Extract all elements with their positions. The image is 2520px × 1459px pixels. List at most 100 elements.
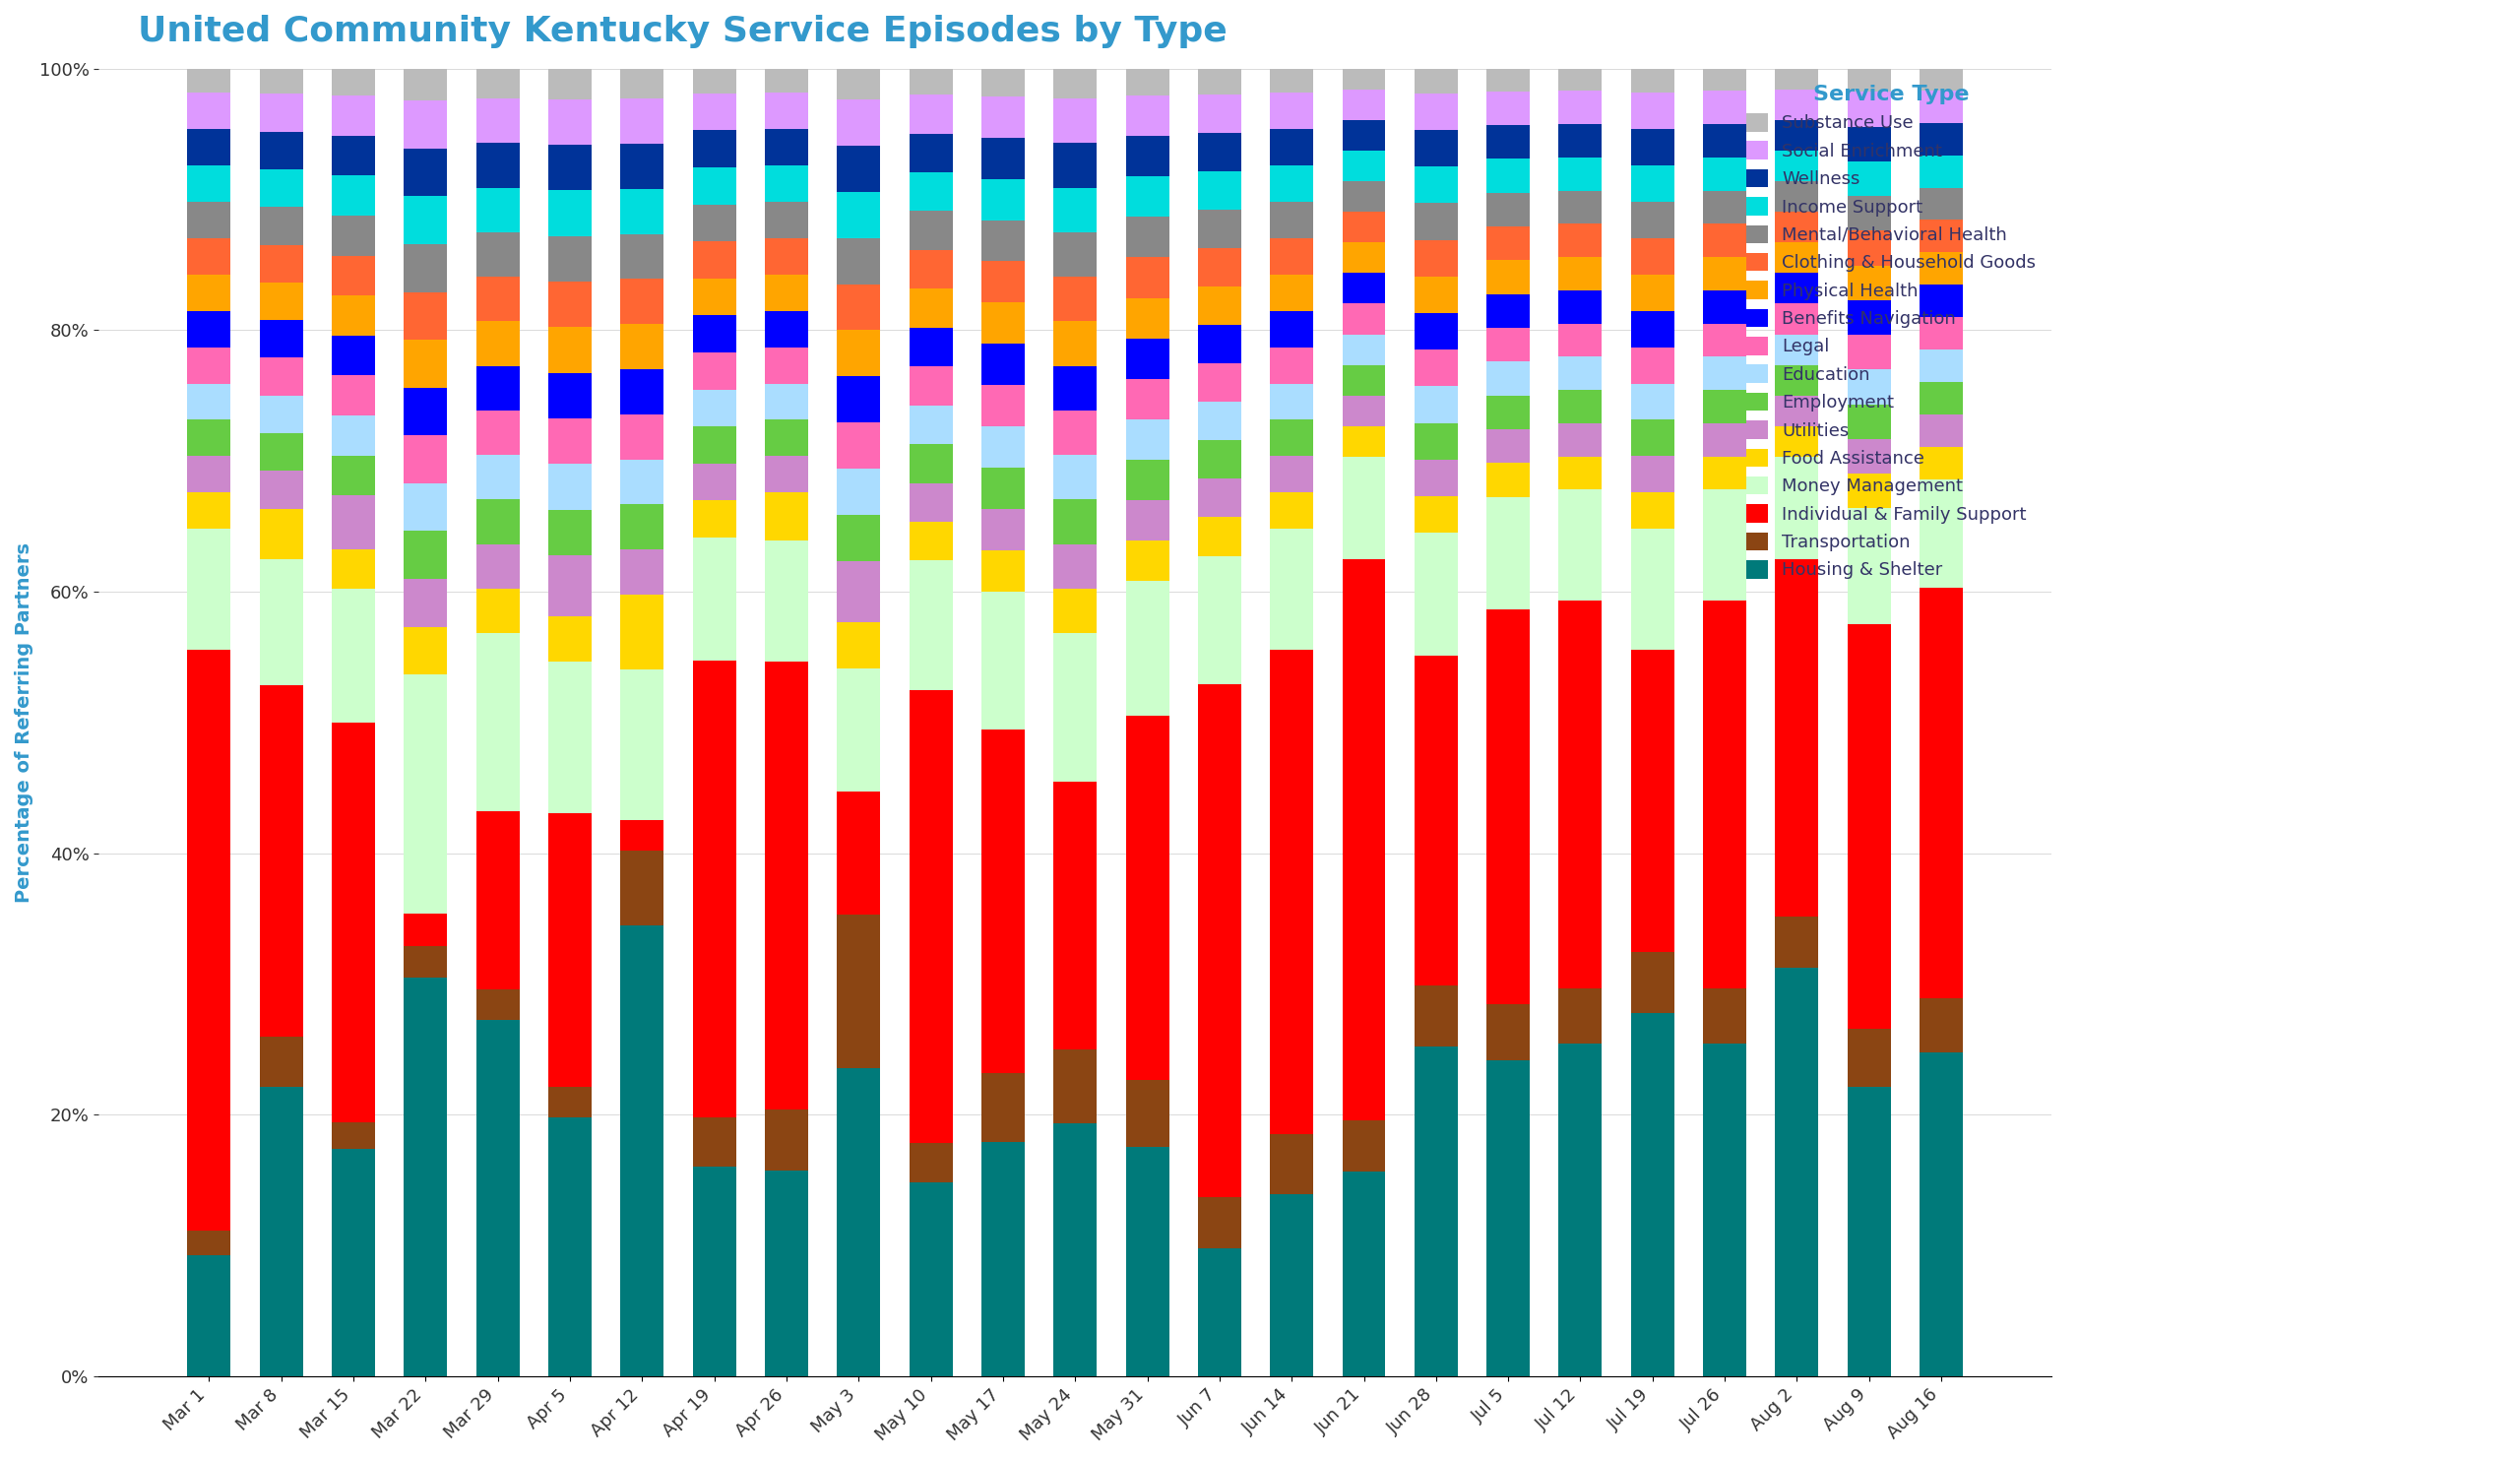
Bar <box>260 320 302 357</box>
Bar <box>403 101 446 149</box>
Bar <box>403 149 446 197</box>
Bar <box>1560 423 1603 457</box>
Bar <box>333 175 375 216</box>
Bar <box>766 420 809 457</box>
Bar <box>186 528 232 649</box>
Bar <box>260 471 302 509</box>
Bar <box>1487 498 1530 610</box>
Bar <box>766 130 809 165</box>
Bar <box>766 165 809 201</box>
Bar <box>260 559 302 684</box>
Text: United Community Kentucky Service Episodes by Type: United Community Kentucky Service Episod… <box>139 15 1227 48</box>
Bar <box>837 423 879 468</box>
Bar <box>1197 441 1242 479</box>
Bar <box>549 69 592 99</box>
Bar <box>1704 223 1746 257</box>
Bar <box>1270 384 1313 420</box>
Bar <box>1630 311 1673 347</box>
Bar <box>1487 362 1530 395</box>
Bar <box>620 69 663 99</box>
Bar <box>1560 988 1603 1043</box>
Bar <box>980 1142 1026 1376</box>
Bar <box>1847 127 1890 162</box>
Bar <box>260 395 302 433</box>
Bar <box>1126 96 1169 136</box>
Bar <box>1126 298 1169 338</box>
Bar <box>837 69 879 99</box>
Bar <box>1560 290 1603 324</box>
Bar <box>549 419 592 464</box>
Bar <box>837 792 879 915</box>
Bar <box>1774 457 1819 559</box>
Bar <box>1197 95 1242 133</box>
Bar <box>476 633 519 811</box>
Bar <box>186 420 232 457</box>
Bar <box>1704 158 1746 191</box>
Bar <box>1704 457 1746 490</box>
Bar <box>980 137 1026 179</box>
Bar <box>980 592 1026 730</box>
Bar <box>910 560 953 690</box>
Bar <box>1774 303 1819 334</box>
Bar <box>1053 277 1096 321</box>
Bar <box>549 282 592 327</box>
Bar <box>1270 69 1313 93</box>
Bar <box>1053 232 1096 277</box>
Bar <box>1774 120 1819 150</box>
Bar <box>837 560 879 623</box>
Bar <box>1704 357 1746 390</box>
Bar <box>403 244 446 292</box>
Bar <box>693 204 736 241</box>
Bar <box>910 444 953 483</box>
Bar <box>1197 1196 1242 1247</box>
Bar <box>1847 92 1890 127</box>
Bar <box>1487 610 1530 1004</box>
Bar <box>1487 463 1530 498</box>
Bar <box>766 238 809 274</box>
Bar <box>1343 426 1386 457</box>
Bar <box>549 190 592 236</box>
Bar <box>1414 1046 1457 1376</box>
Bar <box>186 201 232 238</box>
Bar <box>910 212 953 249</box>
Bar <box>837 146 879 191</box>
Bar <box>260 1037 302 1087</box>
Bar <box>1560 90 1603 124</box>
Bar <box>476 188 519 232</box>
Bar <box>1920 220 1963 252</box>
Bar <box>693 241 736 279</box>
Bar <box>1560 490 1603 601</box>
Bar <box>1270 165 1313 201</box>
Bar <box>186 1255 232 1376</box>
Bar <box>1847 231 1890 266</box>
Bar <box>1774 181 1819 212</box>
Bar <box>693 69 736 93</box>
Bar <box>1704 124 1746 158</box>
Bar <box>1197 171 1242 210</box>
Bar <box>333 255 375 296</box>
Bar <box>549 144 592 190</box>
Bar <box>1847 624 1890 1029</box>
Bar <box>1053 455 1096 499</box>
Bar <box>186 493 232 528</box>
Bar <box>549 1087 592 1118</box>
Bar <box>403 531 446 579</box>
Bar <box>260 684 302 1037</box>
Bar <box>620 505 663 550</box>
Bar <box>333 496 375 549</box>
Bar <box>620 188 663 233</box>
Bar <box>1847 369 1890 404</box>
Bar <box>403 69 446 101</box>
Bar <box>766 274 809 311</box>
Bar <box>549 616 592 661</box>
Bar <box>766 493 809 541</box>
Bar <box>620 369 663 414</box>
Bar <box>1343 150 1386 181</box>
Bar <box>260 509 302 559</box>
Bar <box>620 670 663 820</box>
Bar <box>620 925 663 1376</box>
Bar <box>1270 238 1313 274</box>
Bar <box>1270 1195 1313 1376</box>
Bar <box>1197 556 1242 684</box>
Bar <box>1487 429 1530 463</box>
